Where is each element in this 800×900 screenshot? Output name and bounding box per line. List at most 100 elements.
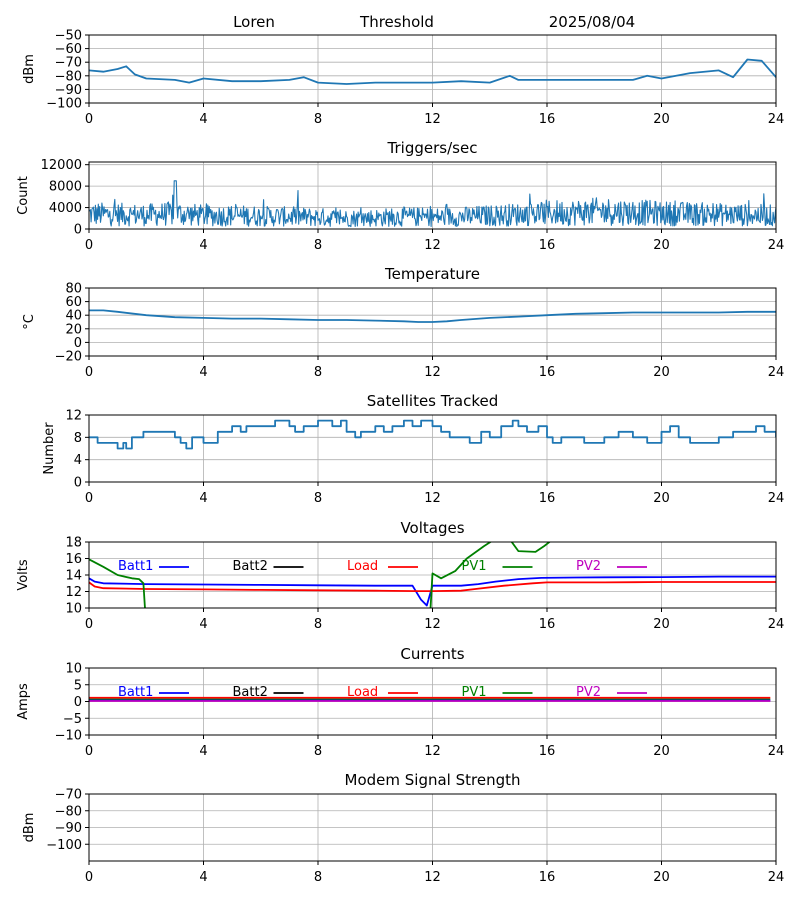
x-tick-label: 4 [199,365,207,380]
x-tick-label: 8 [314,491,322,506]
y-tick-label: 18 [65,536,82,551]
x-tick-label: 12 [424,365,441,380]
y-tick-label: 80 [65,282,82,297]
x-tick-label: 20 [653,491,670,506]
panel-title-temperature: Temperature [384,265,480,283]
x-tick-label: 16 [539,238,556,253]
y-tick-label: −70 [55,788,82,803]
x-tick-label: 24 [768,870,785,885]
x-tick-label: 0 [85,238,93,253]
x-tick-label: 24 [768,238,785,253]
panel-satellites: 0 4 8 12 16 20 24 0 4 8 12 Satellites Tracked Number [42,392,784,506]
y-tick-label: −80 [55,69,82,84]
x-tick-label: 0 [85,365,93,380]
triggers-trace-line [89,180,776,228]
x-tick-label: 4 [199,744,207,759]
x-tick-label: 24 [768,365,785,380]
legend-label-pv2: PV2 [576,559,601,574]
x-tick-label: 20 [653,112,670,127]
y-axis-label-temperature: °C [22,314,37,330]
x-tick-label: 8 [314,870,322,885]
x-tick-label: 8 [314,744,322,759]
header-date: 2025/08/04 [549,13,635,31]
legend-label-batt2: Batt2 [233,559,268,574]
header-site: Loren [233,13,275,31]
temperature-trace-line [89,309,776,323]
panel-title-triggers: Triggers/sec [387,139,478,157]
signal-trace-line [89,58,776,85]
y-tick-label: 0 [74,336,82,351]
x-tick-label: 0 [85,491,93,506]
y-tick-label: −50 [55,29,82,44]
x-tick-label: 12 [424,491,441,506]
panel-title-satellites: Satellites Tracked [367,392,498,410]
x-tick-label: 16 [539,744,556,759]
x-tick-label: 20 [653,365,670,380]
x-tick-label: 0 [85,870,93,885]
voltages-batt1-line [89,575,776,607]
x-tick-label: 4 [199,491,207,506]
x-tick-label: 8 [314,365,322,380]
x-tick-label: 8 [314,238,322,253]
x-tick-label: 8 [314,617,322,632]
voltages-load-line [89,581,776,592]
x-tick-label: 8 [314,112,322,127]
voltages-pv1-line [89,558,146,608]
voltages-pv1-line-1 [429,542,551,608]
y-axis-label-currents: Amps [16,683,31,720]
panel-title-modem: Modem Signal Strength [345,771,521,789]
y-tick-label: −10 [55,729,82,744]
x-tick-label: 0 [85,744,93,759]
panel-signal: 0 4 8 12 16 20 24 −100−90−80−70−60−50 dBm [22,29,784,128]
x-tick-label: 16 [539,112,556,127]
x-tick-label: 24 [768,112,785,127]
y-axis-label-triggers: Count [16,176,31,215]
y-axis-label-satellites: Number [42,422,57,475]
x-tick-label: 0 [85,112,93,127]
x-tick-label: 24 [768,617,785,632]
y-axis-label-voltages: Volts [16,559,31,591]
y-tick-label: 0 [74,223,82,238]
panel-currents: Batt1 Batt2 Load PV1 PV2 0 4 8 12 16 20 24 −10 −5 0 510… [16,645,784,759]
x-tick-label: 24 [768,744,785,759]
satellites-trace-line [89,419,776,450]
panel-title-voltages: Voltages [400,519,464,537]
y-tick-label: −20 [55,350,82,365]
x-tick-label: 12 [424,112,441,127]
x-tick-label: 20 [653,617,670,632]
x-tick-label: 16 [539,870,556,885]
y-tick-label: 8000 [49,180,82,195]
y-tick-label: −100 [46,838,82,853]
y-tick-label: −60 [55,42,82,57]
legend-label-batt2: Batt2 [233,685,268,700]
y-tick-label: 4000 [49,201,82,216]
x-tick-label: 12 [424,238,441,253]
legend-label-batt1: Batt1 [118,559,153,574]
legend-label-batt1: Batt1 [118,685,153,700]
x-tick-label: 12 [424,617,441,632]
x-tick-label: 20 [653,870,670,885]
y-tick-label: 12000 [41,158,82,173]
y-tick-label: 0 [74,476,82,491]
legend-label-load: Load [347,685,378,700]
x-tick-label: 4 [199,238,207,253]
y-tick-label: −5 [63,712,82,727]
y-tick-label: 8 [74,431,82,446]
y-tick-label: 10 [65,602,82,617]
series-group-satellites [89,419,776,450]
x-tick-label: 24 [768,491,785,506]
y-tick-label: −70 [55,56,82,71]
x-tick-label: 20 [653,744,670,759]
y-axis-label-signal: dBm [22,54,37,84]
x-tick-label: 20 [653,238,670,253]
y-tick-label: 12 [65,409,82,424]
y-tick-label: 40 [65,309,82,324]
figure-header: Loren Threshold 2025/08/04 [233,13,635,31]
y-tick-label: 10 [65,662,82,677]
series-group-voltages [89,542,776,608]
y-tick-label: −90 [55,83,82,98]
panel-modem: 0 4 8 12 16 20 24 −100 −90 −80−70 Modem Signal Str… [22,771,784,885]
